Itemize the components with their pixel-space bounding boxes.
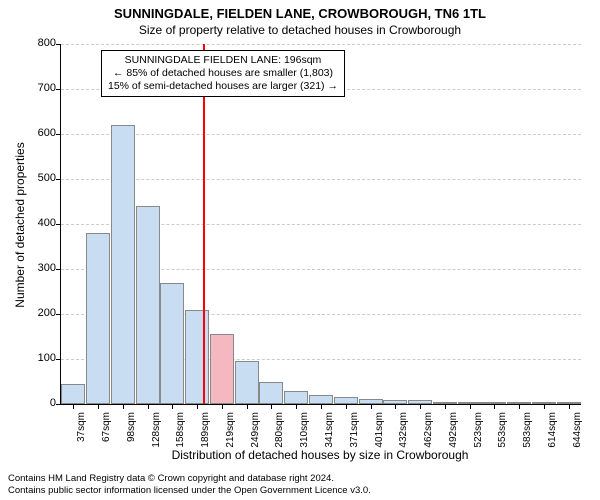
annotation-line: 15% of semi-detached houses are larger (… (108, 80, 338, 93)
histogram-bar (111, 125, 135, 404)
histogram-bar (259, 382, 283, 404)
annotation-line: SUNNINGDALE FIELDEN LANE: 196sqm (108, 54, 338, 67)
x-tick-label: 583sqm (522, 412, 533, 462)
x-tick-mark (395, 404, 396, 409)
x-tick-mark (197, 404, 198, 409)
x-tick-label: 310sqm (299, 412, 310, 462)
y-tick-label: 600 (16, 127, 56, 139)
grid-line (61, 134, 581, 135)
x-tick-mark (222, 404, 223, 409)
grid-line (61, 179, 581, 180)
y-tick-mark (56, 89, 61, 90)
x-tick-mark (148, 404, 149, 409)
histogram-bar (61, 384, 85, 404)
histogram-bar (86, 233, 110, 404)
annotation-box: SUNNINGDALE FIELDEN LANE: 196sqm ← 85% o… (101, 50, 345, 97)
x-tick-label: 37sqm (76, 412, 87, 462)
y-tick-label: 300 (16, 262, 56, 274)
y-tick-mark (56, 404, 61, 405)
y-tick-mark (56, 224, 61, 225)
x-tick-mark (247, 404, 248, 409)
histogram-bar (334, 397, 358, 404)
x-tick-mark (420, 404, 421, 409)
x-tick-mark (73, 404, 74, 409)
x-tick-label: 492sqm (448, 412, 459, 462)
x-tick-label: 341sqm (324, 412, 335, 462)
x-tick-label: 158sqm (175, 412, 186, 462)
y-tick-mark (56, 269, 61, 270)
x-tick-mark (371, 404, 372, 409)
x-tick-label: 128sqm (151, 412, 162, 462)
y-tick-label: 100 (16, 352, 56, 364)
x-tick-label: 189sqm (200, 412, 211, 462)
x-tick-label: 401sqm (374, 412, 385, 462)
footer-line: Contains HM Land Registry data © Crown c… (8, 473, 371, 484)
x-tick-mark (123, 404, 124, 409)
chart-container: SUNNINGDALE, FIELDEN LANE, CROWBOROUGH, … (0, 0, 600, 500)
histogram-bar (284, 391, 308, 404)
y-tick-label: 800 (16, 37, 56, 49)
x-tick-mark (494, 404, 495, 409)
chart-footer: Contains HM Land Registry data © Crown c… (8, 473, 371, 496)
x-tick-label: 553sqm (497, 412, 508, 462)
y-tick-label: 0 (16, 397, 56, 409)
x-tick-label: 67sqm (101, 412, 112, 462)
y-tick-mark (56, 44, 61, 45)
x-tick-mark (321, 404, 322, 409)
x-tick-label: 462sqm (423, 412, 434, 462)
x-tick-label: 249sqm (250, 412, 261, 462)
x-tick-mark (271, 404, 272, 409)
footer-line: Contains public sector information licen… (8, 485, 371, 496)
y-tick-mark (56, 179, 61, 180)
grid-line (61, 44, 581, 45)
x-tick-label: 219sqm (225, 412, 236, 462)
y-tick-label: 200 (16, 307, 56, 319)
x-tick-mark (519, 404, 520, 409)
x-tick-label: 280sqm (274, 412, 285, 462)
plot-area: SUNNINGDALE FIELDEN LANE: 196sqm ← 85% o… (60, 44, 581, 405)
y-tick-label: 500 (16, 172, 56, 184)
x-tick-mark (470, 404, 471, 409)
x-tick-label: 432sqm (398, 412, 409, 462)
annotation-line: ← 85% of detached houses are smaller (1,… (108, 67, 338, 80)
histogram-bar (210, 334, 234, 404)
x-tick-mark (445, 404, 446, 409)
chart-title-main: SUNNINGDALE, FIELDEN LANE, CROWBOROUGH, … (0, 6, 600, 21)
x-tick-label: 614sqm (547, 412, 558, 462)
x-tick-label: 371sqm (349, 412, 360, 462)
histogram-bar (160, 283, 184, 405)
x-tick-mark (296, 404, 297, 409)
x-tick-mark (544, 404, 545, 409)
x-tick-label: 523sqm (473, 412, 484, 462)
reference-line (203, 44, 205, 404)
y-tick-mark (56, 359, 61, 360)
histogram-bar (136, 206, 160, 404)
y-tick-mark (56, 314, 61, 315)
histogram-bar (235, 361, 259, 404)
x-tick-mark (569, 404, 570, 409)
x-tick-mark (346, 404, 347, 409)
y-tick-mark (56, 134, 61, 135)
histogram-bar (185, 310, 209, 405)
chart-title-sub: Size of property relative to detached ho… (0, 23, 600, 37)
x-tick-mark (172, 404, 173, 409)
y-tick-label: 400 (16, 217, 56, 229)
y-tick-label: 700 (16, 82, 56, 94)
x-tick-mark (98, 404, 99, 409)
histogram-bar (309, 395, 333, 404)
x-tick-label: 98sqm (126, 412, 137, 462)
x-tick-label: 644sqm (572, 412, 583, 462)
